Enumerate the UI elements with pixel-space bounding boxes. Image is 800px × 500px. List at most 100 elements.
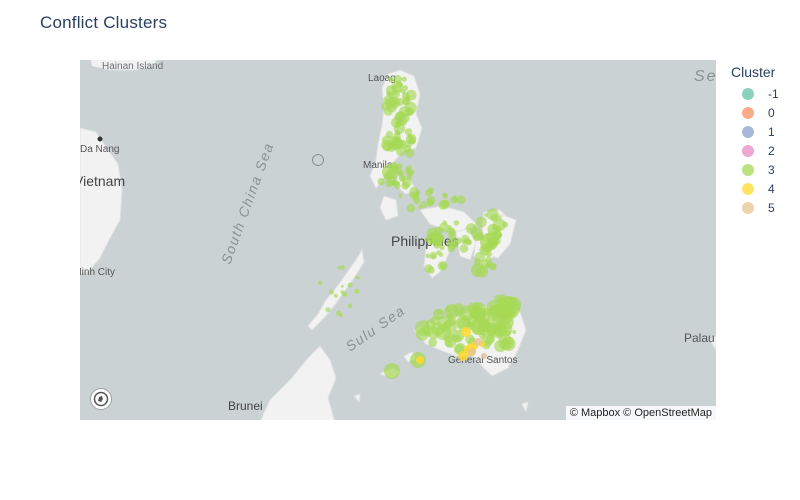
legend-item-2[interactable]: 1 [731,122,779,141]
event-point[interactable] [382,141,393,152]
event-point[interactable] [401,181,410,190]
event-point[interactable] [340,284,344,288]
legend-item-6[interactable]: 5 [731,198,779,217]
event-point[interactable] [471,263,485,277]
event-point[interactable] [457,195,466,204]
event-point[interactable] [455,343,466,354]
event-point[interactable] [341,291,348,297]
event-point[interactable] [431,254,436,259]
legend-item-4[interactable]: 3 [731,160,779,179]
map-view[interactable]: Sea Hainan Island Laoag South China Sea … [80,60,716,420]
event-point[interactable] [385,180,393,188]
event-point[interactable] [433,240,442,249]
map-attribution[interactable]: © Mapbox © OpenStreetMap [565,406,716,420]
event-point[interactable] [398,193,403,198]
event-point[interactable] [394,129,401,136]
event-point[interactable] [481,353,487,359]
event-point[interactable] [468,348,476,356]
map-canvas[interactable]: Sea Hainan Island Laoag South China Sea … [80,60,716,420]
event-point[interactable] [446,312,454,319]
event-point[interactable] [377,177,385,186]
event-point[interactable] [445,340,453,348]
event-point[interactable] [428,239,434,246]
event-point[interactable] [447,225,452,230]
event-point[interactable] [395,97,404,106]
event-point[interactable] [318,280,323,285]
event-point[interactable] [414,320,431,336]
legend-item-5[interactable]: 4 [731,179,779,198]
event-point[interactable] [402,85,409,91]
event-point[interactable] [431,230,441,240]
event-point[interactable] [446,238,459,250]
event-point[interactable] [496,296,520,320]
event-point[interactable] [465,334,475,345]
event-point[interactable] [406,170,413,177]
event-point[interactable] [492,218,506,232]
event-point[interactable] [400,176,406,182]
event-point[interactable] [512,329,517,335]
cluster-points[interactable] [318,75,522,379]
event-point[interactable] [385,130,393,139]
event-point[interactable] [405,148,415,158]
event-point[interactable] [390,136,395,141]
event-point[interactable] [474,338,482,346]
legend-item-3[interactable]: 2 [731,141,779,160]
event-point[interactable] [501,336,516,351]
event-point[interactable] [466,239,472,246]
event-point[interactable] [418,205,423,210]
event-point[interactable] [384,363,400,379]
event-point[interactable] [396,118,404,127]
event-point[interactable] [470,302,486,318]
event-point[interactable] [452,195,458,201]
event-point[interactable] [459,244,469,253]
event-point[interactable] [333,293,338,298]
event-point[interactable] [448,232,456,240]
event-point[interactable] [406,203,416,213]
event-point[interactable] [475,216,487,228]
event-point[interactable] [339,265,345,271]
event-point[interactable] [442,220,447,225]
event-point[interactable] [487,260,493,266]
event-point[interactable] [347,303,353,309]
legend-item-0[interactable]: -1 [731,84,779,103]
event-point[interactable] [452,330,464,342]
event-point[interactable] [497,215,502,220]
event-point[interactable] [471,317,489,335]
legend-item-1[interactable]: 0 [731,103,779,122]
event-point[interactable] [442,193,448,199]
event-point[interactable] [431,233,436,238]
event-point[interactable] [381,102,390,111]
event-point[interactable] [505,330,512,337]
event-point[interactable] [406,109,413,115]
event-point[interactable] [465,223,477,235]
event-point[interactable] [388,76,394,83]
event-point[interactable] [391,180,398,186]
event-point[interactable] [458,351,468,361]
event-point[interactable] [480,233,498,251]
event-point[interactable] [390,140,400,151]
event-point[interactable] [432,308,445,320]
event-point[interactable] [329,289,334,295]
event-point[interactable] [402,96,411,105]
event-point[interactable] [437,261,448,271]
event-point[interactable] [354,275,358,279]
event-point[interactable] [397,170,404,177]
event-point[interactable] [436,250,442,256]
event-point[interactable] [493,323,507,337]
event-point[interactable] [404,140,412,148]
event-point[interactable] [398,88,403,93]
event-point[interactable] [424,264,433,273]
event-point[interactable] [441,328,446,334]
event-point[interactable] [387,96,399,107]
event-point[interactable] [382,164,398,180]
event-point[interactable] [407,134,412,139]
mapbox-logo[interactable] [90,388,112,410]
event-point[interactable] [461,327,471,337]
event-point[interactable] [401,76,407,82]
event-point[interactable] [397,163,403,169]
event-point[interactable] [325,307,331,313]
event-point[interactable] [453,220,460,226]
event-point[interactable] [416,356,424,364]
event-point[interactable] [424,237,430,243]
event-point[interactable] [416,190,421,195]
